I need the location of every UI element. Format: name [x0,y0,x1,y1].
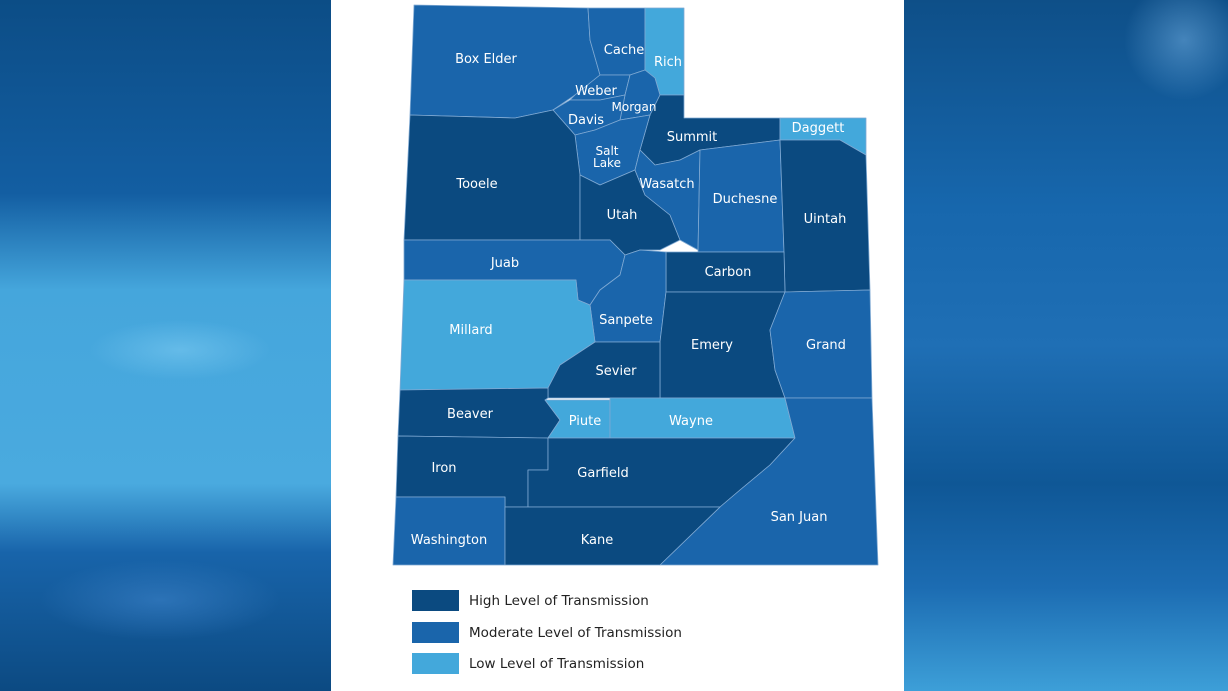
legend-label-low: Low Level of Transmission [469,655,645,672]
label-utah: Utah [607,208,638,223]
label-salt-lake-line2: Lake [593,156,621,170]
legend-label-moderate: Moderate Level of Transmission [469,624,682,641]
label-carbon: Carbon [705,265,752,280]
legend-swatch-low [412,653,459,674]
legend-swatch-moderate [412,622,459,643]
label-juab: Juab [490,256,519,271]
blurred-background-left [0,0,331,691]
label-tooele: Tooele [455,177,497,192]
label-weber: Weber [575,84,617,99]
label-wasatch: Wasatch [639,177,694,192]
label-daggett: Daggett [792,121,845,136]
legend-item-low: Low Level of Transmission [412,653,644,674]
label-box-elder: Box Elder [455,52,517,67]
label-cache: Cache [604,43,644,58]
label-kane: Kane [581,533,614,548]
label-wayne: Wayne [669,414,713,429]
label-salt-lake-line1: Salt [595,144,618,158]
label-rich: Rich [654,55,682,70]
label-sanpete: Sanpete [599,313,653,328]
label-uintah: Uintah [804,212,847,227]
label-summit: Summit [667,130,718,145]
label-grand: Grand [806,338,846,353]
label-emery: Emery [691,338,733,353]
county-kane [504,506,721,566]
label-morgan: Morgan [612,100,657,114]
label-iron: Iron [431,461,456,476]
label-beaver: Beaver [447,407,494,422]
label-piute: Piute [569,414,602,429]
legend-item-high: High Level of Transmission [412,590,649,611]
legend-item-moderate: Moderate Level of Transmission [412,622,682,643]
label-sevier: Sevier [596,364,638,379]
blurred-background-right [904,0,1228,691]
county-iron [395,435,549,508]
legend-swatch-high [412,590,459,611]
label-washington: Washington [411,533,487,548]
legend-label-high: High Level of Transmission [469,592,649,609]
label-millard: Millard [449,323,492,338]
county-washington [392,496,506,566]
label-duchesne: Duchesne [713,192,778,207]
county-tooele [403,109,581,241]
label-san-juan: San Juan [771,510,828,525]
label-garfield: Garfield [577,466,628,481]
label-davis: Davis [568,113,604,128]
